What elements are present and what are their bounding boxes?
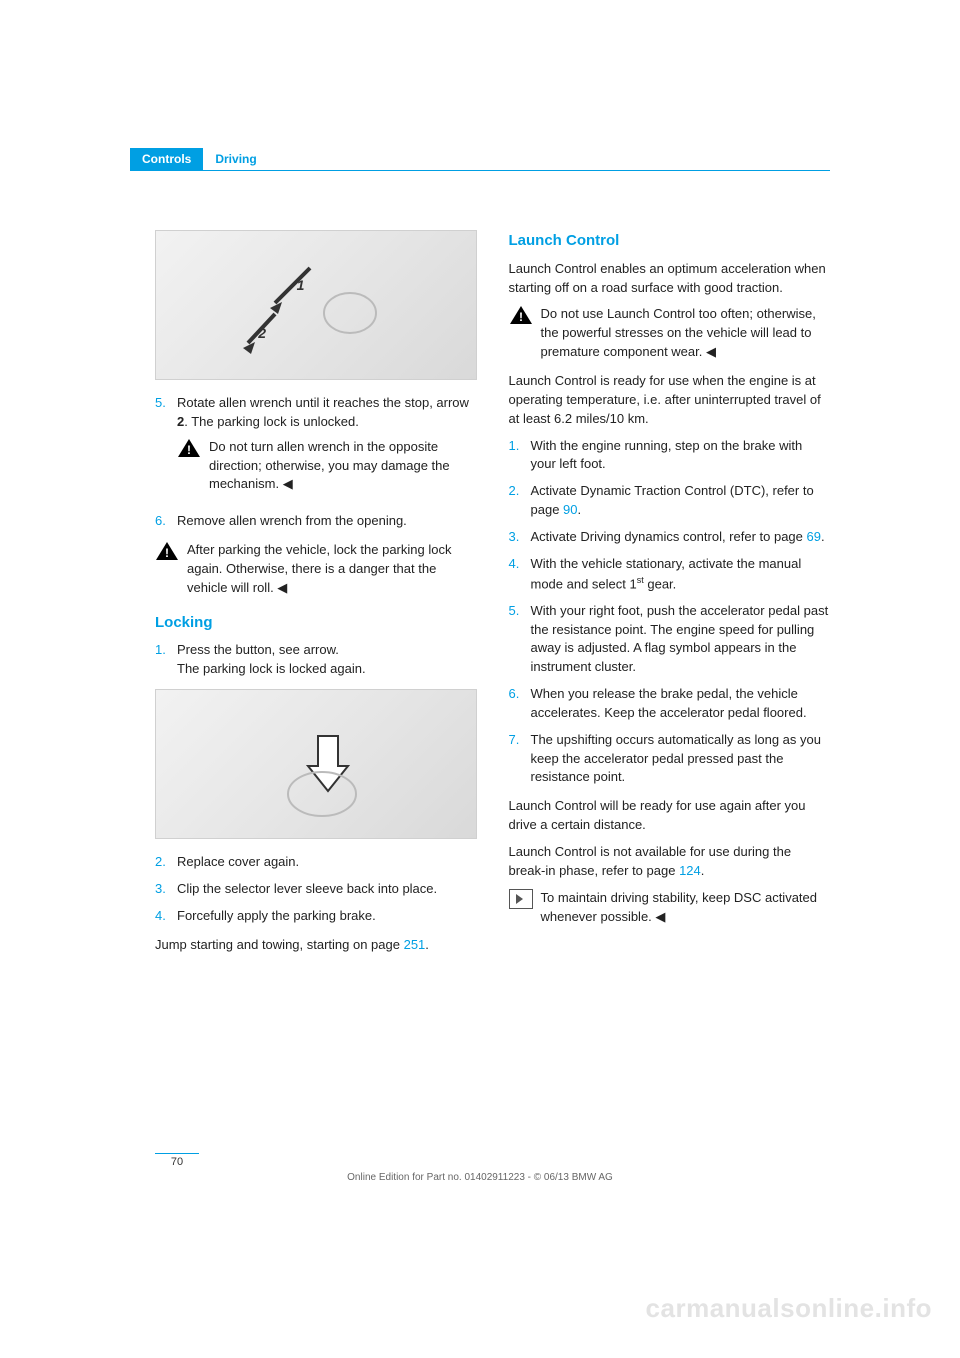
- page: Controls Driving 1 2 5.: [0, 0, 960, 1358]
- step-number: 2.: [509, 482, 531, 520]
- unlock-steps-continued: 5. Rotate allen wrench until it reaches …: [155, 394, 477, 531]
- warning-text: Do not use Launch Control too often; oth…: [541, 305, 831, 362]
- step-number: 4.: [509, 555, 531, 594]
- page-link-124[interactable]: 124: [679, 863, 701, 878]
- launch-control-heading: Launch Control: [509, 230, 831, 252]
- launch-step-1: 1. With the engine running, step on the …: [509, 437, 831, 475]
- tab-driving: Driving: [203, 148, 268, 170]
- locking-steps: 1. Press the button, see arrow. The park…: [155, 641, 477, 679]
- content-columns: 1 2 5. Rotate allen wrench until it reac…: [155, 230, 830, 962]
- launch-step-7: 7. The upshifting occurs automatically a…: [509, 731, 831, 788]
- locking-step-4: 4. Forcefully apply the parking brake.: [155, 907, 477, 926]
- left-column: 1 2 5. Rotate allen wrench until it reac…: [155, 230, 477, 962]
- text: gear.: [644, 576, 677, 591]
- step-body: Activate Driving dynamics control, refer…: [531, 528, 831, 547]
- text: Activate Driving dynamics control, refer…: [531, 529, 807, 544]
- launch-warning: ! Do not use Launch Control too often; o…: [509, 305, 831, 362]
- launch-after-text: Launch Control will be ready for use aga…: [509, 797, 831, 835]
- step-number: 3.: [155, 880, 177, 899]
- svg-text:!: !: [519, 310, 523, 324]
- step-body: Replace cover again.: [177, 853, 477, 872]
- step-number: 6.: [155, 512, 177, 531]
- warning-2: ! After parking the vehicle, lock the pa…: [155, 541, 477, 598]
- text: Press the button, see arrow.: [177, 642, 339, 657]
- step-number: 5.: [155, 394, 177, 504]
- page-number-block: 70: [155, 1153, 199, 1168]
- right-column: Launch Control Launch Control enables an…: [509, 230, 831, 962]
- text: The parking lock is locked again.: [177, 661, 366, 676]
- step-body: Press the button, see arrow. The parking…: [177, 641, 477, 679]
- step-number: 1.: [155, 641, 177, 679]
- launch-steps: 1. With the engine running, step on the …: [509, 437, 831, 788]
- warning-icon: !: [177, 438, 201, 458]
- step-number: 7.: [509, 731, 531, 788]
- step-body: With the vehicle stationary, activate th…: [531, 555, 831, 594]
- step-body: Rotate allen wrench until it reaches the…: [177, 394, 477, 504]
- step-body: With the engine running, step on the bra…: [531, 437, 831, 475]
- page-number-rule: [155, 1153, 199, 1154]
- figure-2: [155, 689, 477, 839]
- step-number: 5.: [509, 602, 531, 677]
- step-number: 6.: [509, 685, 531, 723]
- step-number: 4.: [155, 907, 177, 926]
- locking-step-2: 2. Replace cover again.: [155, 853, 477, 872]
- text: . The parking lock is unlocked.: [184, 414, 359, 429]
- header-tabs: Controls Driving: [130, 148, 269, 170]
- step-body: Activate Dynamic Traction Control (DTC),…: [531, 482, 831, 520]
- figure-2-illustration: [252, 764, 396, 831]
- page-link-69[interactable]: 69: [807, 529, 821, 544]
- launch-step-2: 2. Activate Dynamic Traction Control (DT…: [509, 482, 831, 520]
- step-6: 6. Remove allen wrench from the opening.: [155, 512, 477, 531]
- launch-breakin-text: Launch Control is not available for use …: [509, 843, 831, 881]
- tab-controls: Controls: [130, 148, 203, 170]
- svg-text:!: !: [187, 443, 191, 457]
- footer-text: Online Edition for Part no. 01402911223 …: [0, 1172, 960, 1183]
- text: Rotate allen wrench until it reaches the…: [177, 395, 469, 410]
- text: Launch Control is not available for use …: [509, 844, 792, 878]
- warning-icon: !: [509, 305, 533, 325]
- step-body: Forcefully apply the parking brake.: [177, 907, 477, 926]
- step-body: When you release the brake pedal, the ve…: [531, 685, 831, 723]
- note-icon: [509, 889, 533, 909]
- page-link-251[interactable]: 251: [404, 937, 426, 952]
- launch-step-5: 5. With your right foot, push the accele…: [509, 602, 831, 677]
- step-body: The upshifting occurs automatically as l…: [531, 731, 831, 788]
- text: .: [425, 937, 429, 952]
- step-number: 3.: [509, 528, 531, 547]
- step-body: Remove allen wrench from the opening.: [177, 512, 477, 531]
- launch-step-3: 3. Activate Driving dynamics control, re…: [509, 528, 831, 547]
- launch-step-6: 6. When you release the brake pedal, the…: [509, 685, 831, 723]
- launch-ready-text: Launch Control is ready for use when the…: [509, 372, 831, 429]
- warning-text: After parking the vehicle, lock the park…: [187, 541, 477, 598]
- page-number: 70: [155, 1156, 199, 1168]
- page-link-90[interactable]: 90: [563, 502, 577, 517]
- warning-text: Do not turn allen wrench in the opposite…: [209, 438, 477, 495]
- launch-step-4: 4. With the vehicle stationary, activate…: [509, 555, 831, 594]
- note-text: To maintain driving stability, keep DSC …: [541, 889, 831, 927]
- locking-heading: Locking: [155, 612, 477, 634]
- step-number: 1.: [509, 437, 531, 475]
- launch-intro: Launch Control enables an optimum accele…: [509, 260, 831, 298]
- locking-step-1: 1. Press the button, see arrow. The park…: [155, 641, 477, 679]
- figure-1: 1 2: [155, 230, 477, 380]
- text: Jump starting and towing, starting on pa…: [155, 937, 404, 952]
- locking-step-3: 3. Clip the selector lever sleeve back i…: [155, 880, 477, 899]
- dsc-note: To maintain driving stability, keep DSC …: [509, 889, 831, 927]
- text: .: [701, 863, 705, 878]
- locking-steps-2: 2. Replace cover again. 3. Clip the sele…: [155, 853, 477, 926]
- text: .: [821, 529, 825, 544]
- figure-1-illustration: [220, 258, 412, 362]
- step-5: 5. Rotate allen wrench until it reaches …: [155, 394, 477, 504]
- svg-text:!: !: [165, 546, 169, 560]
- step-body: Clip the selector lever sleeve back into…: [177, 880, 477, 899]
- watermark: carmanualsonline.info: [646, 1293, 932, 1324]
- superscript: st: [637, 575, 644, 585]
- step-body: With your right foot, push the accelerat…: [531, 602, 831, 677]
- warning-icon: !: [155, 541, 179, 561]
- text: .: [578, 502, 582, 517]
- header-rule: [130, 170, 830, 171]
- warning-1: ! Do not turn allen wrench in the opposi…: [177, 438, 477, 495]
- jump-starting-ref: Jump starting and towing, starting on pa…: [155, 936, 477, 955]
- step-number: 2.: [155, 853, 177, 872]
